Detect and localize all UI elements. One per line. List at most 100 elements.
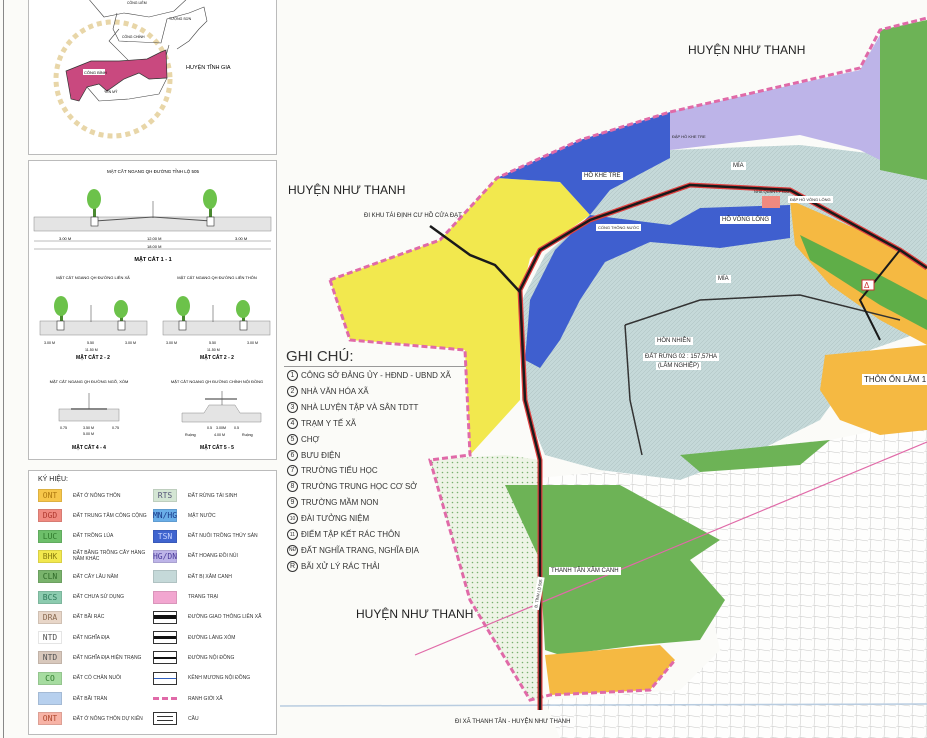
dim-label: 3.00M	[216, 426, 226, 430]
commune-boundary	[328, 279, 677, 702]
legend-swatch	[153, 590, 177, 604]
note-label: TRƯỜNG MẦM NON	[301, 498, 379, 508]
road-to-resettlement	[429, 224, 521, 293]
legend-swatch: BHK	[38, 549, 62, 563]
legend-item: TRANG TRẠI	[153, 590, 263, 604]
legend-swatch	[153, 692, 177, 705]
note-number-icon: 6	[287, 449, 298, 461]
legend-item: CLN ĐẤT CÂY LÂU NĂM	[38, 570, 148, 584]
locator-circle	[53, 19, 173, 139]
note-number-icon: 10	[287, 513, 298, 525]
landfill-icon: Δ	[861, 279, 875, 291]
note-label: ĐÀI TƯỞNG NIỆM	[301, 514, 370, 524]
note-number-icon: 3	[287, 401, 298, 413]
legend-label: ĐẤT BỊ XÂM CANH	[188, 573, 232, 580]
legend-swatch: TSN	[153, 529, 177, 543]
legend-item: BCS ĐẤT CHƯA SỬ DỤNG	[38, 590, 148, 604]
legend-label: ĐẤT BẰNG TRỒNG CÂY HÀNG NĂM KHÁC	[73, 550, 146, 563]
dim-label: 3.00 M	[247, 341, 258, 345]
section-5-5: MẶT CẮT NGANG QH ĐƯỜNG CHÍNH NỘI ĐỒNG 0.…	[171, 379, 263, 451]
legend-label: KÊNH MƯƠNG NỘI ĐỒNG	[188, 675, 251, 682]
dim-label: 3.00 M	[59, 236, 71, 241]
note-number-icon: 11	[287, 529, 298, 540]
note-label: BƯU ĐIỆN	[301, 450, 341, 460]
note-number-icon: 8	[287, 481, 298, 493]
note-label: ĐẤT NGHĨA TRANG, NGHĨA ĐỊA	[301, 545, 419, 555]
note-label: BÃI XỬ LÝ RÁC THẢI	[301, 561, 380, 571]
svg-text:Δ: Δ	[864, 281, 870, 290]
legend-swatch	[38, 692, 62, 705]
canal-line-icon	[154, 677, 176, 679]
note-label: ĐIỂM TẬP KẾT RÁC THÔN	[301, 530, 400, 539]
dim-label: 3.00 M	[235, 236, 247, 241]
drain-icon	[56, 320, 65, 331]
legend-item: ĐƯỜNG NỘI ĐỒNG	[153, 651, 263, 665]
label-dap-khe-tre: ĐẬP HỒ KHE TRE	[672, 134, 706, 139]
note-label: TRẠM Y TẾ XÃ	[301, 418, 357, 428]
lake-ho-khe-tre	[497, 112, 670, 215]
legend-label: ĐẤT TRUNG TÂM CÔNG CỘNG	[73, 512, 147, 519]
legend-item: ĐẤT BÃI TRÀN	[38, 692, 148, 705]
dim-label: Ruộng	[185, 433, 196, 437]
note-number-icon: 1	[287, 370, 298, 381]
legend-label: ĐẤT HOANG ĐỒI NÚI	[188, 553, 238, 560]
legend-swatch: NTD	[38, 651, 62, 665]
section-2-2-lien-thon: MẶT CẮT NGANG QH ĐƯỜNG LIÊN THÔN 3.00 M …	[162, 275, 271, 361]
label-thon-on-lam-1: THÔN ỔN LÂM 1	[862, 374, 927, 385]
legend-label: ĐẤT Ở NÔNG THÔN	[73, 492, 121, 499]
legend-swatch: HG/DN	[152, 549, 178, 563]
land-use-map: Δ	[280, 16, 927, 738]
legend-label: ĐẤT RỪNG TÁI SINH	[188, 492, 238, 499]
note-number-icon: R	[287, 560, 298, 572]
note-item: 1 CÔNG SỞ ĐẢNG ỦY - HĐND - UBND XÃ	[287, 370, 451, 381]
legend-label: ĐẤT CHƯA SỬ DỤNG	[73, 594, 124, 600]
legend-label: ĐƯỜNG NỘI ĐỒNG	[188, 654, 235, 661]
legend-label: ĐẤT NUÔI TRỒNG THỦY SẢN	[188, 533, 258, 540]
zone-cln-green	[880, 20, 927, 180]
legend-item: ĐƯỜNG LÀNG XÓM	[153, 631, 263, 645]
label-cong-thong-nuoc: CỐNG THÔNG NƯỚC	[596, 224, 642, 231]
legend-swatch: LUC	[38, 529, 62, 543]
legend-swatch	[153, 570, 177, 584]
road-thick-line-icon	[154, 615, 176, 620]
locator-label: CÔNG CHÍNH	[122, 34, 145, 39]
legend-panel: KÝ HIỆU: ONT ĐẤT Ở NÔNG THÔN DGD ĐẤT TRUNG …	[28, 470, 277, 735]
note-item: 8 TRƯỜNG TRUNG HỌC CƠ SỞ	[287, 481, 418, 493]
dim-label: 18.00 M	[147, 244, 161, 249]
legend-item: DRA ĐẤT BÃI RÁC	[38, 610, 148, 624]
legend-swatch	[153, 610, 177, 624]
note-number-icon: NĐ	[287, 544, 298, 556]
dim-label: 5.50	[87, 341, 94, 345]
note-item: 11 ĐIỂM TẬP KẾT RÁC THÔN	[287, 529, 400, 540]
dim-label: 0.5	[234, 426, 239, 430]
zone-residential-south	[545, 645, 675, 695]
note-label: TRƯỜNG TRUNG HỌC CƠ SỞ	[301, 482, 418, 492]
dim-label: 11.50 M	[207, 348, 220, 352]
boundary-line-diagonal	[414, 441, 927, 656]
legend-swatch: NTD	[38, 631, 62, 645]
legend-label: TRANG TRẠI	[188, 594, 219, 600]
dim-label: 0.75	[112, 426, 119, 430]
section-title: MẶT CẮT NGANG QH ĐƯỜNG LIÊN THÔN	[177, 275, 257, 280]
zone-bhk-yellow	[330, 178, 590, 455]
dim-label: 3.00 M	[166, 341, 177, 345]
legend-swatch	[153, 651, 177, 665]
dam-management-house	[762, 196, 780, 208]
dim-label: 5.00 M	[83, 432, 94, 436]
dim-label: 3.50 M	[83, 426, 94, 430]
locator-label-bg	[83, 69, 105, 75]
legend-label: MẶT NƯỚC	[188, 512, 216, 519]
locator-map: CÔNG LIÊM TƯỢNG SƠN CÔNG CHÍNH CÔNG BÌNH…	[53, 0, 231, 139]
district-label: HUYỆN NHƯ THANH	[688, 43, 806, 57]
label-thanh-tan: THANH TÂN XÂM CANH	[549, 567, 621, 575]
section-name: MẶT CẮT 4 - 4	[72, 443, 106, 451]
legend-swatch: BCS	[38, 590, 62, 604]
drain-icon	[239, 320, 248, 331]
note-label: CHỢ	[301, 434, 320, 444]
legend-item: NTD ĐẤT NGHĨA ĐỊA HIỆN TRẠNG	[38, 651, 148, 665]
note-number-icon: 7	[287, 465, 298, 477]
dim-label: 3.00 M	[125, 341, 136, 345]
forest-boundary-line	[624, 294, 901, 326]
legend-label: ĐẤT BÃI RÁC	[73, 614, 105, 621]
road-thin-line-icon	[154, 657, 176, 659]
